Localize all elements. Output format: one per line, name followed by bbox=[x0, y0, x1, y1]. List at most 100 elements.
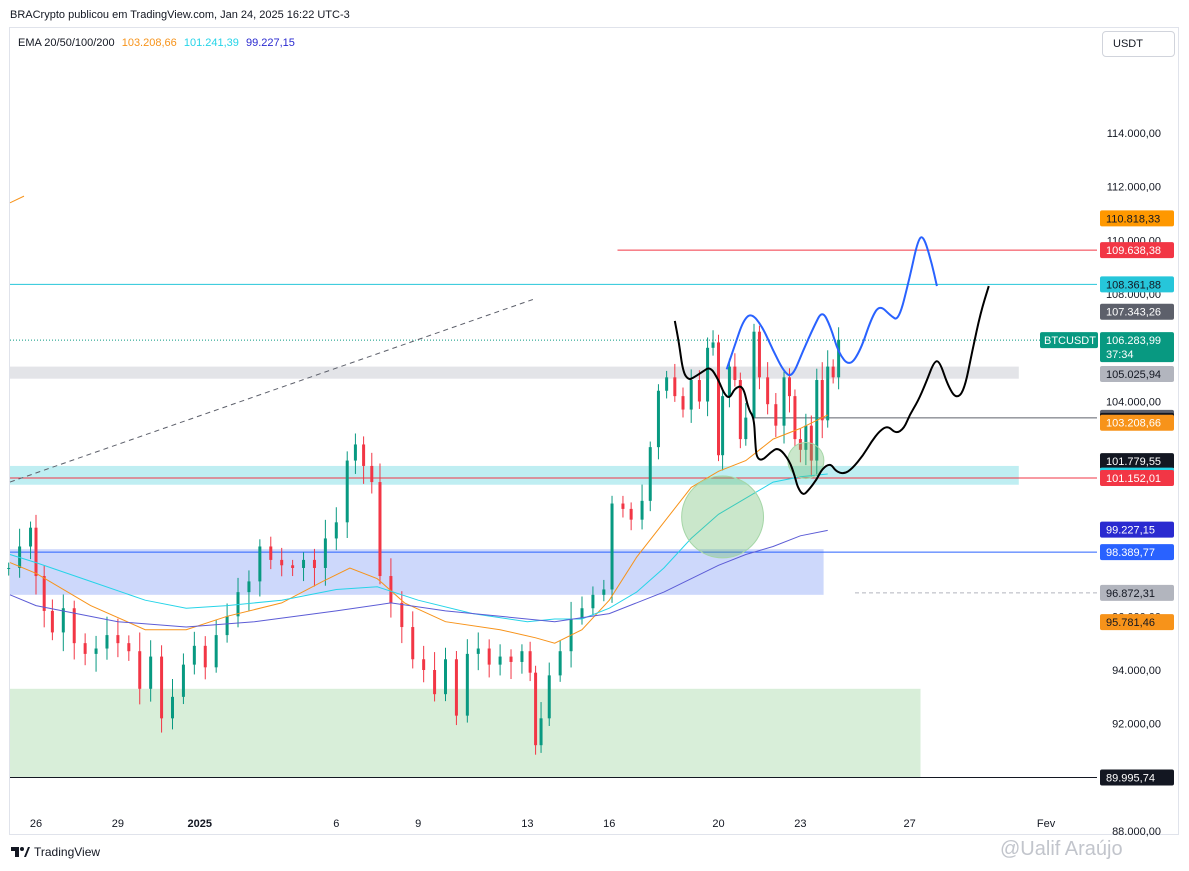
candle[interactable] bbox=[465, 639, 469, 723]
candle[interactable] bbox=[411, 611, 415, 669]
candle[interactable] bbox=[171, 679, 174, 730]
candle[interactable] bbox=[291, 559, 295, 577]
candle[interactable] bbox=[389, 558, 393, 618]
candle[interactable] bbox=[422, 645, 426, 683]
candle[interactable] bbox=[454, 650, 458, 726]
zone-0[interactable] bbox=[10, 366, 1019, 379]
price-tag[interactable]: 106.283,99 37:34 bbox=[1100, 332, 1174, 363]
currency-selector[interactable]: USDT bbox=[1102, 31, 1175, 57]
candle[interactable] bbox=[280, 547, 284, 577]
candle[interactable] bbox=[353, 433, 357, 474]
candle[interactable] bbox=[602, 579, 606, 602]
price-tag[interactable]: 101.152,01 bbox=[1100, 469, 1174, 486]
price-tag[interactable]: 95.781,46 bbox=[1100, 614, 1174, 631]
price-tag[interactable]: 89.995,74 bbox=[1100, 769, 1174, 786]
price-tag[interactable]: 109.638,38 bbox=[1100, 242, 1174, 259]
candle[interactable] bbox=[656, 384, 660, 460]
candle[interactable] bbox=[520, 644, 524, 674]
indicator-legend[interactable]: EMA 20/50/100/200 103.208,66 101.241,39 … bbox=[18, 37, 299, 49]
candle[interactable] bbox=[444, 647, 447, 702]
zone-3[interactable] bbox=[10, 688, 921, 778]
candle[interactable] bbox=[378, 463, 382, 585]
candle[interactable] bbox=[798, 428, 802, 463]
candle[interactable] bbox=[433, 652, 437, 702]
candle[interactable] bbox=[225, 603, 229, 643]
candle[interactable] bbox=[203, 636, 207, 680]
candle[interactable] bbox=[673, 363, 677, 402]
candle[interactable] bbox=[94, 635, 98, 672]
highlight-circle-0[interactable] bbox=[681, 475, 765, 559]
candle[interactable] bbox=[804, 413, 808, 466]
candle[interactable] bbox=[258, 539, 262, 597]
candle[interactable] bbox=[640, 484, 644, 530]
zone-1[interactable] bbox=[10, 465, 1019, 485]
candle[interactable] bbox=[528, 641, 532, 682]
price-tag[interactable]: 108.361,88 bbox=[1100, 276, 1174, 293]
candle[interactable] bbox=[648, 441, 652, 512]
candle[interactable] bbox=[149, 640, 153, 702]
price-tag[interactable]: 103.208,66 bbox=[1100, 414, 1174, 431]
candle[interactable] bbox=[539, 702, 543, 753]
zone-2[interactable] bbox=[10, 549, 824, 595]
candle[interactable] bbox=[793, 389, 797, 447]
candle[interactable] bbox=[334, 507, 338, 551]
candle[interactable] bbox=[138, 632, 142, 705]
orange-drawing-stub[interactable] bbox=[9, 195, 25, 204]
candle[interactable] bbox=[820, 362, 824, 439]
candle[interactable] bbox=[757, 325, 761, 390]
candle[interactable] bbox=[717, 334, 720, 462]
candle[interactable] bbox=[269, 536, 273, 570]
candle[interactable] bbox=[738, 372, 742, 449]
candle[interactable] bbox=[29, 521, 33, 560]
candle[interactable] bbox=[247, 570, 251, 611]
price-tag[interactable]: 98.389,77 bbox=[1100, 544, 1174, 561]
candle[interactable] bbox=[766, 362, 770, 415]
candle[interactable] bbox=[591, 586, 595, 615]
symbol-tag[interactable]: BTCUSDT bbox=[1040, 332, 1098, 349]
candle[interactable] bbox=[711, 330, 715, 356]
candle[interactable] bbox=[312, 548, 316, 587]
candle[interactable] bbox=[127, 635, 131, 661]
candle[interactable] bbox=[83, 633, 87, 666]
candle[interactable] bbox=[721, 390, 725, 471]
candle[interactable] bbox=[727, 358, 731, 408]
candle[interactable] bbox=[826, 350, 830, 428]
price-tag[interactable]: 105.025,94 bbox=[1100, 365, 1174, 382]
ema-line-0[interactable] bbox=[9, 414, 828, 644]
blue-projection-path[interactable] bbox=[725, 236, 938, 377]
candle[interactable] bbox=[547, 662, 551, 726]
candle[interactable] bbox=[7, 562, 11, 576]
dashed-trendline[interactable] bbox=[9, 298, 534, 483]
candle[interactable] bbox=[621, 495, 625, 518]
candle[interactable] bbox=[831, 359, 835, 384]
candle[interactable] bbox=[370, 452, 374, 494]
candle[interactable] bbox=[774, 393, 778, 437]
tradingview-logo[interactable]: TradingView bbox=[10, 845, 100, 859]
price-tag[interactable]: 101.779,55 bbox=[1100, 453, 1174, 470]
candle[interactable] bbox=[509, 649, 513, 680]
candle[interactable] bbox=[42, 565, 46, 628]
candle[interactable] bbox=[476, 632, 480, 671]
candle[interactable] bbox=[61, 594, 65, 652]
candle[interactable] bbox=[302, 552, 306, 582]
candle[interactable] bbox=[580, 596, 584, 625]
ema-line-1[interactable] bbox=[9, 473, 828, 623]
candle[interactable] bbox=[72, 600, 76, 660]
candle[interactable] bbox=[697, 370, 701, 409]
candle[interactable] bbox=[782, 370, 786, 444]
candle[interactable] bbox=[323, 519, 327, 586]
candle[interactable] bbox=[50, 599, 54, 641]
price-tag[interactable]: 96.872,31 bbox=[1100, 584, 1174, 601]
candle[interactable] bbox=[706, 337, 710, 417]
price-tag[interactable]: 110.818,33 bbox=[1100, 210, 1174, 227]
candle[interactable] bbox=[105, 616, 109, 660]
candle[interactable] bbox=[733, 353, 737, 387]
candle[interactable] bbox=[345, 451, 349, 539]
candle[interactable] bbox=[744, 402, 748, 446]
candle[interactable] bbox=[558, 640, 562, 682]
candle[interactable] bbox=[629, 502, 633, 531]
candle[interactable] bbox=[181, 653, 185, 705]
candle[interactable] bbox=[665, 370, 669, 399]
black-projection-path[interactable] bbox=[673, 285, 990, 495]
